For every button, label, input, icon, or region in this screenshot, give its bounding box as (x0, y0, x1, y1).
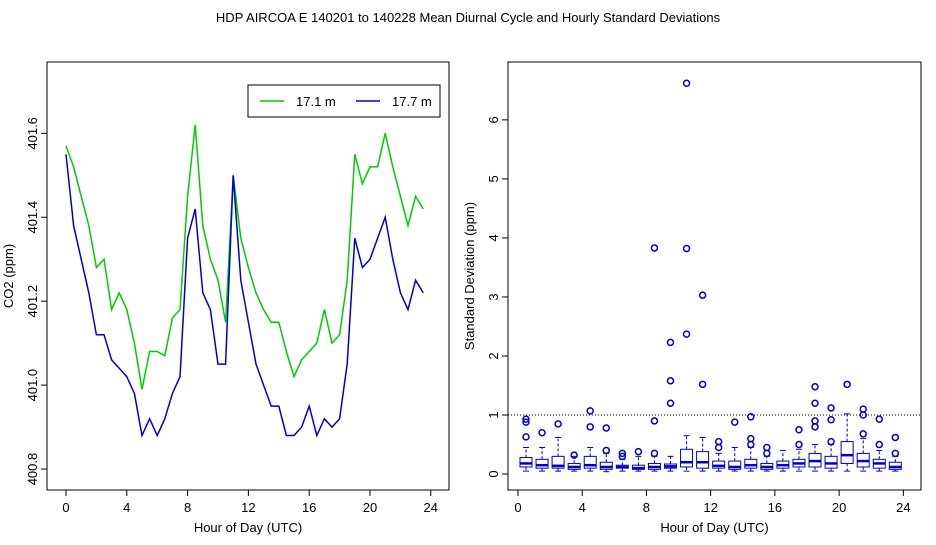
outlier (811, 382, 819, 391)
y-tick-label: 400.8 (25, 453, 40, 486)
x-tick-label: 0 (62, 500, 69, 515)
outlier (570, 451, 578, 459)
y-tick-label: 401.4 (25, 201, 40, 234)
outlier (730, 418, 739, 426)
y-axis-label: Standard Deviation (ppm) (462, 202, 477, 350)
outlier (875, 440, 884, 449)
x-tick-label: 0 (514, 500, 521, 515)
x-axis-label: Hour of Day (UTC) (660, 520, 768, 535)
outlier (827, 415, 835, 424)
outlier (650, 417, 659, 425)
box (744, 458, 758, 469)
outlier (586, 407, 594, 415)
outlier (859, 430, 867, 438)
outlier (650, 449, 659, 458)
outlier (650, 244, 659, 252)
x-axis-label: Hour of Day (UTC) (194, 520, 302, 535)
outlier (698, 380, 707, 389)
box (696, 451, 710, 469)
y-tick-label: 4 (486, 234, 501, 241)
outlier (666, 338, 675, 347)
outlier (747, 413, 755, 421)
outlier (682, 79, 691, 88)
outlier (859, 405, 867, 413)
outlier (714, 437, 723, 446)
outlier (554, 420, 562, 428)
x-tick-label: 8 (643, 500, 650, 515)
x-tick-label: 20 (832, 500, 846, 515)
data-line (65, 154, 424, 439)
outlier (618, 452, 627, 461)
y-axis-label: CO2 (ppm) (1, 244, 16, 308)
y-tick-label: 1 (486, 411, 501, 418)
x-tick-label: 16 (302, 500, 316, 515)
outlier (602, 446, 611, 455)
x-tick-label: 12 (703, 500, 717, 515)
data-line (65, 124, 424, 390)
x-tick-label: 16 (768, 500, 782, 515)
x-tick-label: 4 (123, 500, 130, 515)
outlier (522, 415, 530, 423)
outlier (763, 443, 771, 452)
chart-title: HDP AIRCOA E 140201 to 140228 Mean Diurn… (216, 10, 721, 25)
outlier (827, 404, 835, 412)
outlier (618, 449, 627, 458)
outlier (891, 433, 900, 442)
x-tick-label: 20 (363, 500, 377, 515)
x-tick-label: 24 (424, 500, 438, 515)
y-tick-label: 0 (486, 470, 501, 477)
x-tick-label: 8 (184, 500, 191, 515)
outlier (827, 437, 835, 446)
x-tick-label: 4 (579, 500, 586, 515)
outlier (795, 440, 803, 449)
outlier (698, 291, 707, 299)
y-tick-label: 2 (486, 352, 501, 359)
outlier (811, 399, 819, 407)
box (551, 455, 565, 469)
y-tick-label: 401.6 (25, 117, 40, 150)
box (840, 441, 854, 464)
y-tick-label: 5 (486, 175, 501, 182)
outlier (634, 447, 643, 456)
outlier (811, 417, 819, 425)
box (728, 460, 742, 470)
outlier (666, 399, 675, 407)
outlier (522, 418, 530, 426)
x-tick-label: 12 (241, 500, 255, 515)
outlier (522, 433, 530, 441)
outlier (875, 415, 884, 423)
outlier (714, 443, 723, 452)
outlier (763, 449, 771, 458)
box (583, 455, 597, 469)
y-tick-label: 401.2 (25, 285, 40, 318)
box (535, 458, 549, 469)
outlier (682, 244, 691, 253)
y-tick-label: 401.0 (25, 369, 40, 402)
legend-label: 17.7 m (392, 94, 432, 109)
outlier (843, 380, 851, 389)
legend-label: 17.1 m (296, 94, 336, 109)
outlier (747, 440, 755, 449)
outlier (538, 428, 546, 437)
outlier (602, 424, 611, 432)
outlier (682, 330, 691, 338)
x-tick-label: 24 (896, 500, 910, 515)
box (680, 448, 694, 468)
outlier (666, 377, 675, 385)
outlier (586, 423, 594, 431)
plot-frame (46, 61, 450, 491)
outlier (747, 434, 755, 443)
outlier (811, 423, 819, 431)
outlier (795, 426, 803, 434)
plot-frame (507, 61, 922, 491)
y-tick-label: 3 (486, 293, 501, 300)
y-tick-label: 6 (486, 116, 501, 123)
outlier (891, 449, 900, 458)
